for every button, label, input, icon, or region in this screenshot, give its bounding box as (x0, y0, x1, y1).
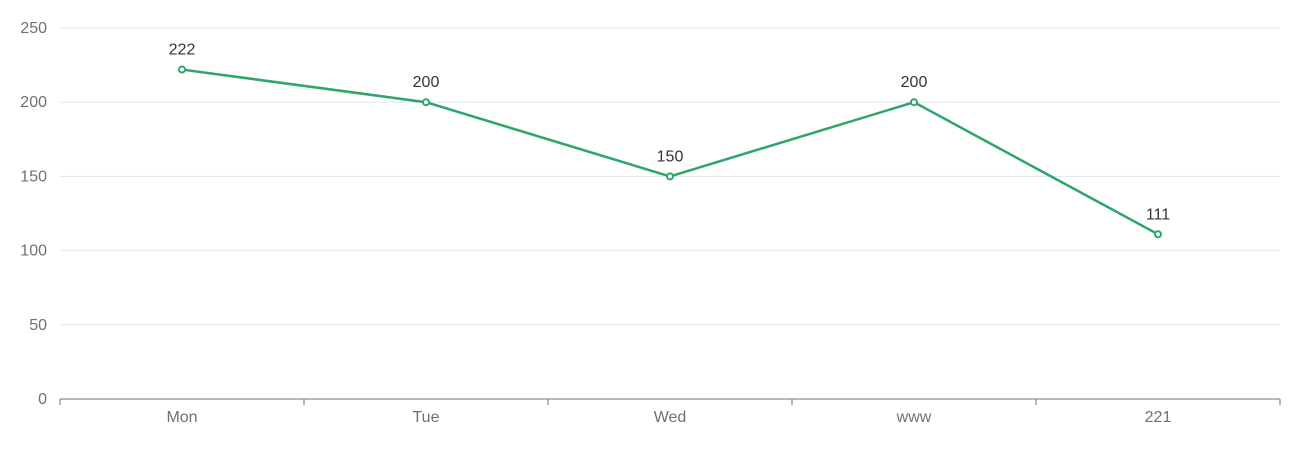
data-label: 222 (169, 42, 196, 59)
data-label: 200 (413, 74, 440, 91)
x-tick-label: Wed (654, 409, 687, 426)
y-tick-label: 150 (20, 168, 47, 185)
y-tick-label: 200 (20, 94, 47, 111)
data-point (422, 98, 430, 107)
data-label: 200 (901, 74, 928, 91)
x-tick-label: 221 (1145, 409, 1172, 426)
x-tick-label: Mon (166, 409, 197, 426)
data-point (178, 65, 186, 74)
data-point (1154, 230, 1162, 239)
y-tick-label: 100 (20, 243, 47, 260)
y-tick-label: 0 (38, 391, 47, 408)
data-point (910, 98, 918, 107)
y-tick-label: 50 (29, 317, 47, 334)
data-label: 111 (1146, 206, 1170, 223)
x-tick-label: Tue (413, 409, 440, 426)
x-tick-label: www (896, 409, 932, 426)
data-point (666, 172, 674, 181)
data-label: 150 (657, 148, 684, 165)
y-tick-label: 250 (20, 20, 47, 37)
